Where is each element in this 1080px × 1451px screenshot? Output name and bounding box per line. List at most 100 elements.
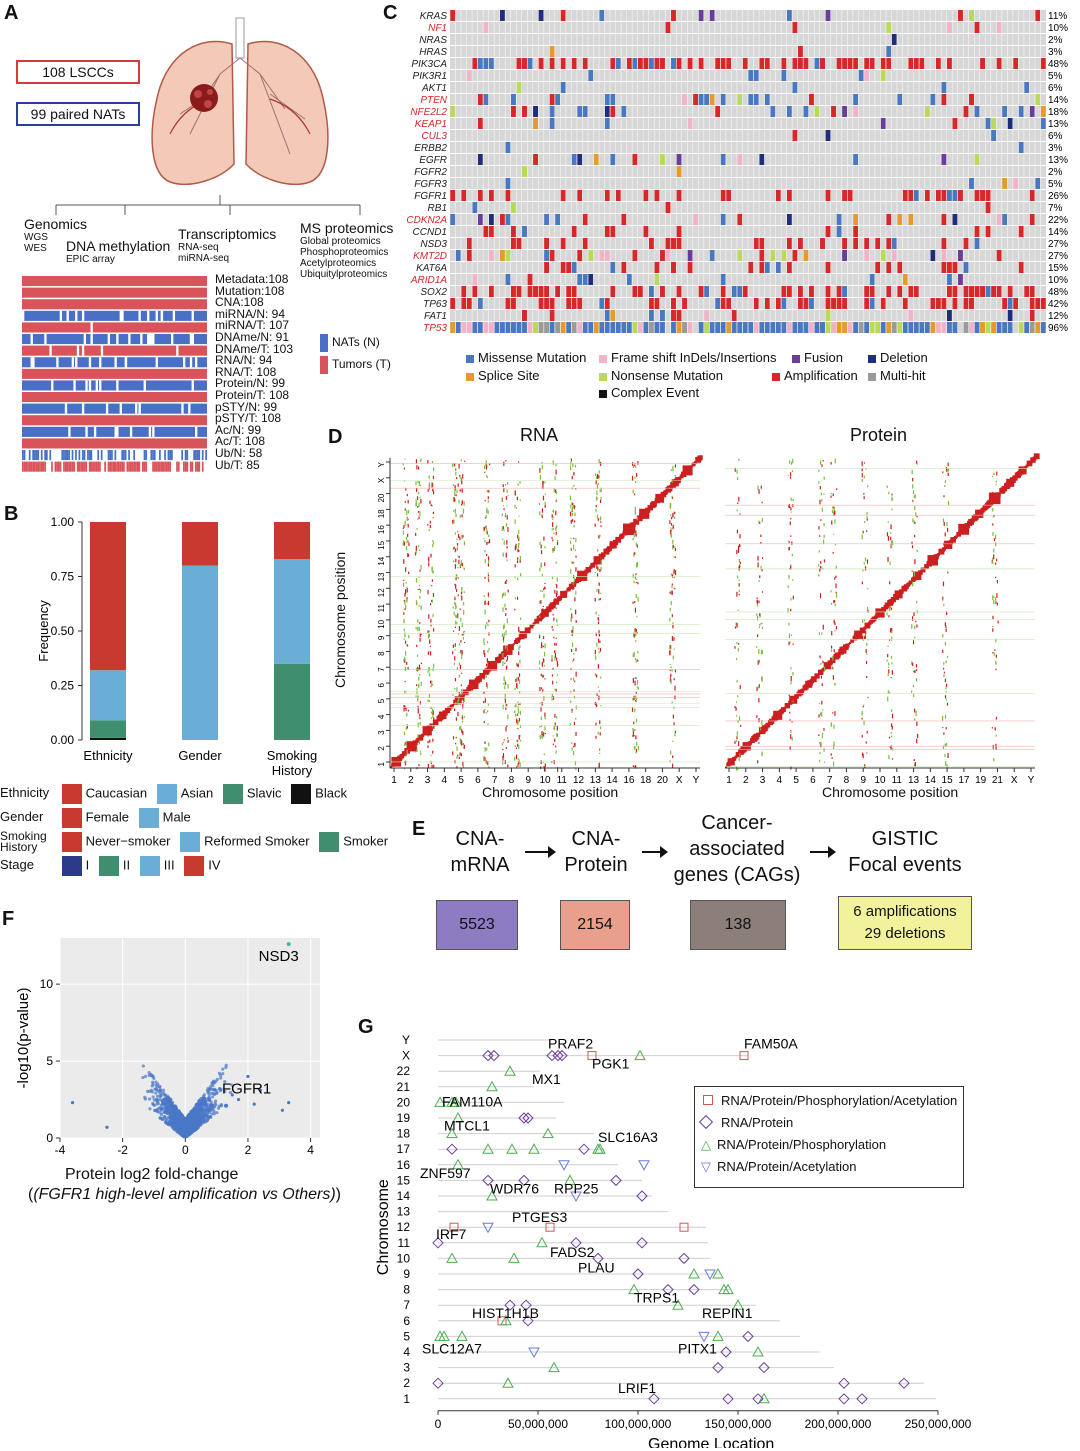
stripe-dot (431, 566, 433, 572)
track-cell (195, 450, 197, 461)
stripe-dot (408, 509, 410, 512)
oncoprint-cell (527, 286, 533, 297)
oncoprint-cell (488, 214, 494, 225)
x-tick-label: 3 (760, 775, 766, 786)
stripe-dot (552, 743, 554, 746)
heatmap-protein-title: Protein (850, 425, 908, 445)
stripe-dot (996, 471, 998, 476)
oncoprint-cell (533, 322, 538, 333)
stripe-dot (518, 651, 520, 655)
stripe-dot (575, 609, 577, 615)
oncoprint-cell (786, 190, 792, 201)
stripe-dot (993, 652, 995, 656)
stripe-dot (942, 596, 944, 601)
stripe-dot (991, 475, 994, 478)
x-tick-label: 19 (975, 775, 987, 786)
track-cell (90, 461, 93, 472)
track-label: Mutation:108 (215, 283, 285, 298)
stripe-dot (454, 626, 457, 629)
stripe-dot (420, 458, 422, 462)
stripe-dot (503, 682, 505, 685)
legend-swatch (156, 784, 177, 804)
oncoprint-cell (864, 250, 870, 261)
stripe-dot (945, 542, 947, 544)
stripe-dot (669, 670, 671, 672)
stripe-dot (915, 678, 918, 682)
stripe-dot (540, 600, 542, 604)
oncoprint-cell (869, 286, 875, 297)
oncoprint-cell (836, 58, 842, 69)
stripe-dot (945, 699, 947, 701)
oncoprint-cell (676, 286, 682, 297)
cohort-nats-box: 99 paired NATs (16, 102, 140, 126)
stripe-dot (600, 516, 602, 520)
stripe-dot (544, 493, 546, 495)
oncoprint-cell (726, 190, 732, 201)
oncoprint-cell (566, 322, 572, 333)
stripe-dot (455, 701, 457, 705)
stripe-dot (761, 677, 763, 682)
stripe-dot (551, 693, 554, 697)
track-cell (107, 461, 110, 472)
oncoprint-cell (698, 58, 704, 69)
oncoprint-cell (946, 274, 952, 285)
stripe-dot (757, 555, 759, 561)
stripe-dot (734, 467, 736, 472)
oncoprint-cell (941, 214, 947, 225)
stripe-dot (505, 580, 507, 584)
stripe-dot (861, 581, 863, 585)
stripe-dot (544, 716, 546, 720)
stripe-dot (502, 552, 504, 557)
omics-proteomics: MS proteomics Global proteomics Phosphop… (300, 220, 393, 280)
oncoprint-cell (969, 178, 974, 189)
stripe-dot (670, 673, 672, 678)
stripe-dot (551, 654, 553, 660)
stripe-dot (539, 567, 541, 572)
stripe-dot (404, 656, 406, 660)
stripe-dot (635, 735, 637, 740)
diag-block (823, 662, 831, 670)
stripe-dot (634, 708, 636, 713)
oncoprint-cell (571, 154, 577, 165)
oncoprint-cell (571, 262, 577, 273)
stripe-dot (635, 593, 637, 599)
stripe-dot (916, 738, 918, 744)
oncoprint-cell (731, 286, 737, 297)
stripe-dot (452, 606, 454, 609)
track-gap (140, 334, 143, 345)
stripe-dot (430, 618, 432, 623)
track-gap (189, 357, 193, 368)
stripe-dot (418, 664, 421, 669)
stripe-dot (419, 511, 421, 513)
stripe-dot (403, 579, 405, 582)
oncoprint-cell (946, 286, 952, 297)
stripe-dot (431, 680, 433, 686)
y-tick-label: 0.75 (51, 570, 75, 584)
oncoprint-cell (549, 310, 555, 321)
stripe-dot (823, 761, 826, 763)
oncoprint-cell (698, 10, 704, 21)
diag-block (988, 492, 1001, 505)
stripe-dot (404, 508, 406, 511)
stripe-dot (890, 677, 892, 679)
point (141, 1064, 145, 1068)
stripe-dot (555, 750, 557, 754)
stripe-dot (570, 617, 572, 621)
stripe-dot (598, 638, 600, 643)
stripe-dot (995, 481, 998, 483)
stripe-dot (519, 645, 521, 648)
track-cell (35, 461, 38, 472)
point (143, 1074, 148, 1078)
stripe-dot (403, 628, 405, 632)
stripe-dot (414, 751, 417, 753)
stripe-dot (633, 580, 635, 584)
oncoprint-cell (621, 322, 627, 333)
stripe-dot (832, 667, 834, 670)
point (213, 1101, 217, 1106)
stripe-dot (832, 655, 834, 661)
oncoprint-cell (836, 298, 842, 309)
track-cell (198, 461, 201, 472)
stripe-dot (503, 529, 505, 532)
track-gap (155, 357, 158, 368)
oncoprint-cell (538, 322, 544, 333)
